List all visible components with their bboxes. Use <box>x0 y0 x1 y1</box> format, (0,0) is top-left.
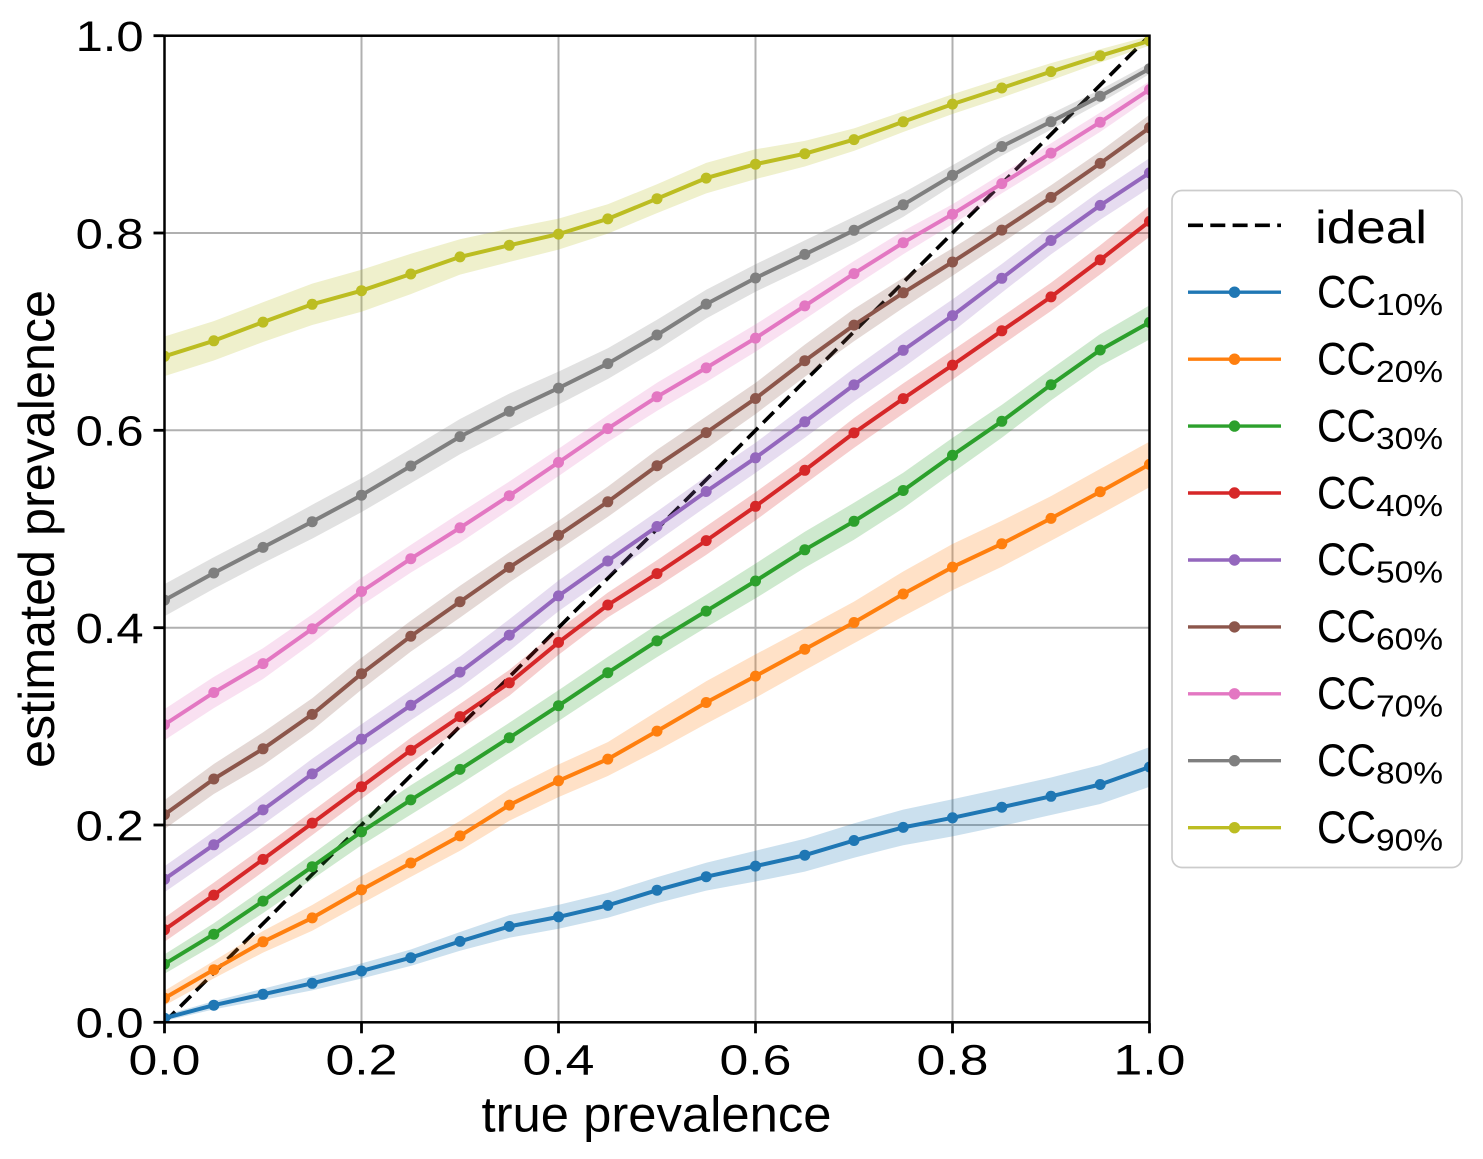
svg-text:0.6: 0.6 <box>720 1037 792 1084</box>
svg-text:0.2: 0.2 <box>326 1037 398 1084</box>
svg-text:0.4: 0.4 <box>76 606 144 653</box>
svg-text:0.8: 0.8 <box>76 211 144 258</box>
svg-text:0.4: 0.4 <box>523 1037 595 1084</box>
svg-text:0.0: 0.0 <box>76 1001 144 1048</box>
svg-text:true prevalence: true prevalence <box>482 1086 832 1143</box>
svg-text:ideal: ideal <box>1315 201 1427 253</box>
svg-text:0.8: 0.8 <box>917 1037 989 1084</box>
svg-text:CC50%: CC50% <box>1317 534 1443 590</box>
svg-text:0.6: 0.6 <box>76 409 144 456</box>
svg-text:CC40%: CC40% <box>1317 467 1443 523</box>
svg-text:CC10%: CC10% <box>1317 267 1443 323</box>
svg-text:CC90%: CC90% <box>1317 802 1443 858</box>
svg-text:1.0: 1.0 <box>1114 1037 1186 1084</box>
svg-text:CC70%: CC70% <box>1317 668 1443 724</box>
svg-text:0.2: 0.2 <box>76 803 144 850</box>
svg-text:0.0: 0.0 <box>129 1037 201 1084</box>
svg-text:CC60%: CC60% <box>1317 601 1443 657</box>
svg-text:estimated prevalence: estimated prevalence <box>8 290 65 768</box>
svg-text:CC20%: CC20% <box>1317 334 1443 390</box>
svg-text:CC80%: CC80% <box>1317 735 1443 791</box>
svg-text:CC30%: CC30% <box>1317 400 1443 456</box>
svg-text:1.0: 1.0 <box>76 14 144 61</box>
